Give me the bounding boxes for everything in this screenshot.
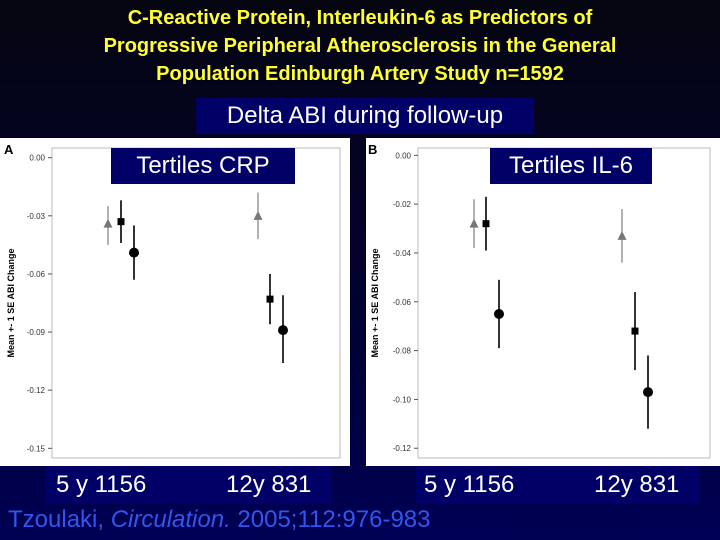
y-tick-label: -0.15 bbox=[27, 444, 46, 453]
panel-letter: A bbox=[4, 142, 14, 157]
timepoint-12y-b: 12y 831 bbox=[594, 471, 680, 498]
chart-panel-b: B Mean +- 1 SE ABI Change 0.00 -0.02 -0.04 -0… bbox=[366, 138, 720, 466]
tertiles-il6-text: Tertiles IL-6 bbox=[508, 152, 634, 179]
panel-letter: B bbox=[368, 142, 377, 157]
y-tick-label: 0.00 bbox=[29, 154, 45, 163]
triangle-marker bbox=[617, 230, 627, 240]
y-tick-label: -0.12 bbox=[27, 386, 46, 395]
circle-marker bbox=[129, 247, 139, 258]
y-tick-label: -0.03 bbox=[27, 212, 46, 221]
circle-marker bbox=[278, 325, 288, 336]
timepoint-5y-a: 5 y 1156 bbox=[56, 471, 147, 498]
citation: Tzoulaki, Circulation. 2005;112:976-983 bbox=[8, 506, 430, 534]
square-marker bbox=[482, 220, 490, 228]
chart-a-svg: A Mean +- 1 SE ABI Change 0.00 -0.03 -0.06 -0… bbox=[4, 142, 341, 459]
y-tick-label: -0.06 bbox=[27, 270, 46, 279]
plot-frame bbox=[51, 147, 341, 459]
tertiles-crp-label: Tertiles CRP bbox=[111, 148, 295, 184]
triangle-marker bbox=[103, 218, 113, 228]
y-axis-label: Mean +- 1 SE ABI Change bbox=[370, 249, 380, 358]
subtitle: Delta ABI during follow-up bbox=[226, 102, 504, 129]
square-marker bbox=[266, 295, 274, 303]
circle-marker bbox=[643, 387, 653, 398]
tertiles-il6-label: Tertiles IL-6 bbox=[490, 148, 652, 184]
timepoint-5y-b: 5 y 1156 bbox=[424, 471, 515, 498]
y-tick-label: -0.08 bbox=[393, 347, 412, 356]
plot-frame bbox=[417, 147, 711, 459]
y-tick-label: 0.00 bbox=[395, 151, 411, 160]
y-tick-label: -0.10 bbox=[393, 395, 412, 404]
citation-ref: 2005;112:976-983 bbox=[230, 506, 431, 533]
citation-author: Tzoulaki, bbox=[8, 506, 111, 533]
y-tick-label: -0.12 bbox=[393, 444, 412, 453]
title-line-1: C-Reactive Protein, Interleukin-6 as Pre… bbox=[127, 7, 593, 29]
triangle-marker bbox=[469, 218, 479, 228]
y-axis-label: Mean +- 1 SE ABI Change bbox=[6, 249, 16, 358]
title-line-2: Progressive Peripheral Atherosclerosis i… bbox=[103, 35, 617, 57]
y-tick-label: -0.06 bbox=[393, 298, 412, 307]
square-marker bbox=[117, 218, 125, 226]
circle-marker bbox=[494, 308, 504, 319]
tertiles-crp-text: Tertiles CRP bbox=[136, 152, 270, 179]
chart-panel-a: A Mean +- 1 SE ABI Change 0.00 -0.03 -0.06 -0… bbox=[0, 138, 350, 466]
title-line-3: Population Edinburgh Artery Study n=1592 bbox=[156, 63, 564, 85]
slide-title: C-Reactive Protein, Interleukin-6 as Pre… bbox=[0, 4, 720, 88]
timepoint-12y-a: 12y 831 bbox=[226, 471, 312, 498]
y-tick-label: -0.02 bbox=[393, 200, 412, 209]
y-tick-label: -0.09 bbox=[27, 328, 46, 337]
square-marker bbox=[631, 327, 639, 335]
timepoint-labels-b: 5 y 1156 12y 831 bbox=[416, 466, 700, 504]
citation-journal: Circulation. bbox=[110, 506, 231, 533]
subtitle-box: Delta ABI during follow-up bbox=[196, 98, 534, 134]
y-tick-label: -0.04 bbox=[393, 249, 412, 258]
triangle-marker bbox=[253, 210, 263, 220]
timepoint-labels-a: 5 y 1156 12y 831 bbox=[46, 466, 332, 504]
chart-b-svg: B Mean +- 1 SE ABI Change 0.00 -0.02 -0.04 -0… bbox=[368, 142, 711, 459]
